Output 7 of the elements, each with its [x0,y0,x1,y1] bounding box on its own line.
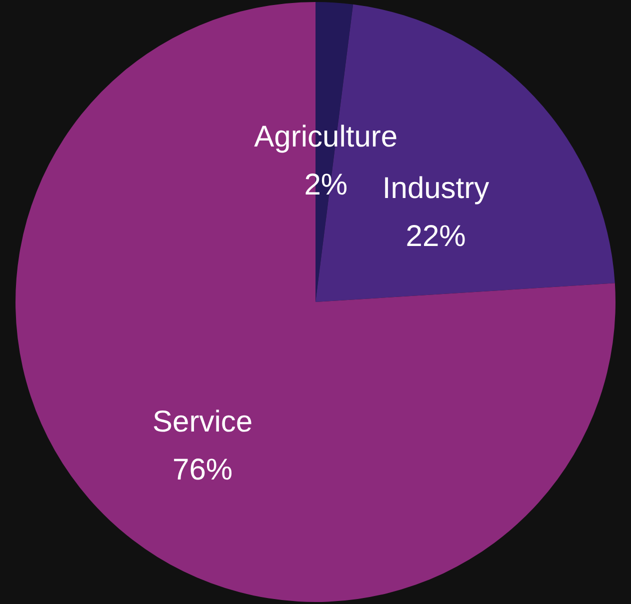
data-label: 22% [406,220,466,254]
slice-label: Agriculture [254,120,398,154]
slice-label: Industry [382,172,490,206]
slice-label: Service [152,405,253,438]
data-label: 76% [172,453,233,486]
pie-slice [16,2,615,602]
data-label: 2% [304,168,348,202]
